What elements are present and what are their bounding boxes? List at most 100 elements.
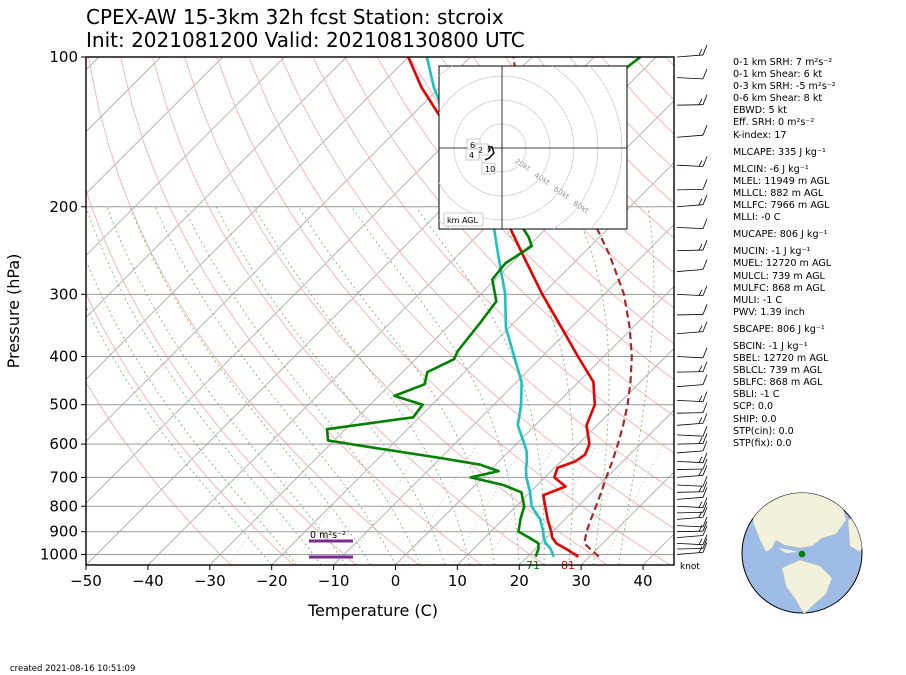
x-tick-label: 40 [634,572,653,590]
dry-adiabat-line [86,188,357,565]
index-muel: MUEL: 12720 m AGL [733,258,832,270]
hodograph-height-label: 6 [470,141,475,150]
index-stp-cin: STP(cin): 0.0 [733,425,794,437]
wind-barb [676,521,708,533]
y-tick-label: 1000 [40,545,78,563]
wind-barb [676,426,708,437]
dry-adiabat-line [120,57,483,565]
index-sbel: SBEL: 12720 m AGL [733,353,829,365]
wind-barb [676,402,708,414]
x-tick-label: 0 [391,572,401,590]
wind-barb [676,433,708,445]
wind-barb [676,525,708,539]
wind-barb [676,304,708,316]
x-tick-label: 10 [448,572,467,590]
dry-adiabat-line [376,57,674,381]
wind-barb [676,194,708,208]
hodograph-height-label: 4 [469,151,474,160]
x-axis-label: Temperature (C) [307,601,438,620]
wind-barb [676,534,708,546]
dry-adiabat-line [344,57,674,417]
axes: −50 −40 −30 −20 −10 0 10 20 30 40 100 200 300 400 500 6… [40,48,653,590]
isotherm-line [518,409,674,565]
wind-barb [676,413,708,426]
moist-adiabat-line [183,206,421,565]
isotherm-line [271,161,674,565]
plot-frame [85,56,675,566]
dry-adiabat-line [472,57,674,274]
index-shear01: 0-1 km Shear: 6 kt [733,69,823,81]
isotherm-line [86,57,223,195]
isotherm-line [457,347,674,565]
index-mlcape: MLCAPE: 335 J kg⁻¹ [733,146,826,158]
wind-barb [676,391,708,403]
hodograph-label-box [443,212,484,227]
y-tick-label: 900 [49,523,78,541]
moist-adiabat-line [215,206,446,565]
moist-adiabat-line [490,206,574,565]
chart-subtitle: Init: 2021081200 Valid: 202108130800 UTC [86,28,525,52]
cin-legend: 0 m²s⁻² [309,530,353,559]
location-globe [741,492,863,614]
wind-barb [676,156,708,167]
wind-barb [676,94,708,106]
index-mlel: MLEL: 11949 m AGL [733,175,830,187]
index-eff-srh: Eff. SRH: 0 m²s⁻² [733,117,815,129]
index-srh03: 0-3 km SRH: -5 m²s⁻² [733,81,836,93]
x-tick-label: −20 [256,572,288,590]
moist-adiabat-line [154,206,396,565]
index-mlcin: MLCIN: -6 J kg⁻¹ [733,163,809,175]
index-mllcl: MLLCL: 882 m AGL [733,187,824,199]
wind-barb [676,476,708,487]
africa-land [847,514,862,553]
index-mulcl: MULCL: 739 m AGL [733,270,825,282]
creation-timestamp: created 2021-08-16 10:51:09 [10,664,136,674]
wind-barb [676,285,708,297]
mixing-ratio-line [228,443,313,565]
wind-barb [676,502,708,514]
wind-barb [676,321,708,335]
wind-barb [676,259,708,272]
isotherm-line [86,57,471,442]
dry-adiabat-line [312,57,674,454]
isotherm-line [580,471,674,565]
index-ebwd: EBWD: 5 kt [733,105,787,117]
wind-barb [676,440,708,454]
index-mucape: MUCAPE: 806 J kg⁻¹ [733,229,828,241]
station-marker [798,550,806,558]
cin-legend-label: 0 m²s⁻² [310,530,346,541]
wind-barb [676,361,708,373]
wind-barb [676,125,708,138]
index-shear06: 0-6 km Shear: 8 kt [733,93,823,105]
wind-barbs [676,44,708,555]
caribbean-islands [778,548,798,553]
moist-adiabat-line [572,206,610,565]
index-mlli: MLLI: -0 C [733,212,781,224]
y-tick-label: 300 [49,285,78,303]
moist-adiabat-line [86,259,297,565]
dry-adiabat-line [88,57,420,565]
y-tick-label: 400 [49,348,78,366]
index-srh01: 0-1 km SRH: 7 m²s⁻² [733,57,833,68]
wind-barb [676,218,708,230]
index-sbcape: SBCAPE: 806 J kg⁻¹ [733,323,825,335]
y-tick-label: 800 [49,497,78,515]
x-tick-label: −40 [132,572,164,590]
wind-barb [676,481,708,493]
dry-adiabat-line [152,57,545,565]
moist-adiabat-line [351,206,520,565]
index-stp-fix: STP(fix): 0.0 [733,437,792,449]
wind-barb [676,542,708,555]
wind-barb [676,465,708,478]
moist-adiabat-line [298,206,495,565]
hodograph-height-box [481,162,496,175]
wind-barb [676,538,708,550]
mixing-ratio-line [452,443,525,565]
isotherm-line [86,57,409,381]
dry-adiabat-line [216,57,671,565]
isotherm-line [86,57,347,319]
y-tick-label: 500 [49,396,78,414]
mixing-ratio-line [530,443,598,565]
